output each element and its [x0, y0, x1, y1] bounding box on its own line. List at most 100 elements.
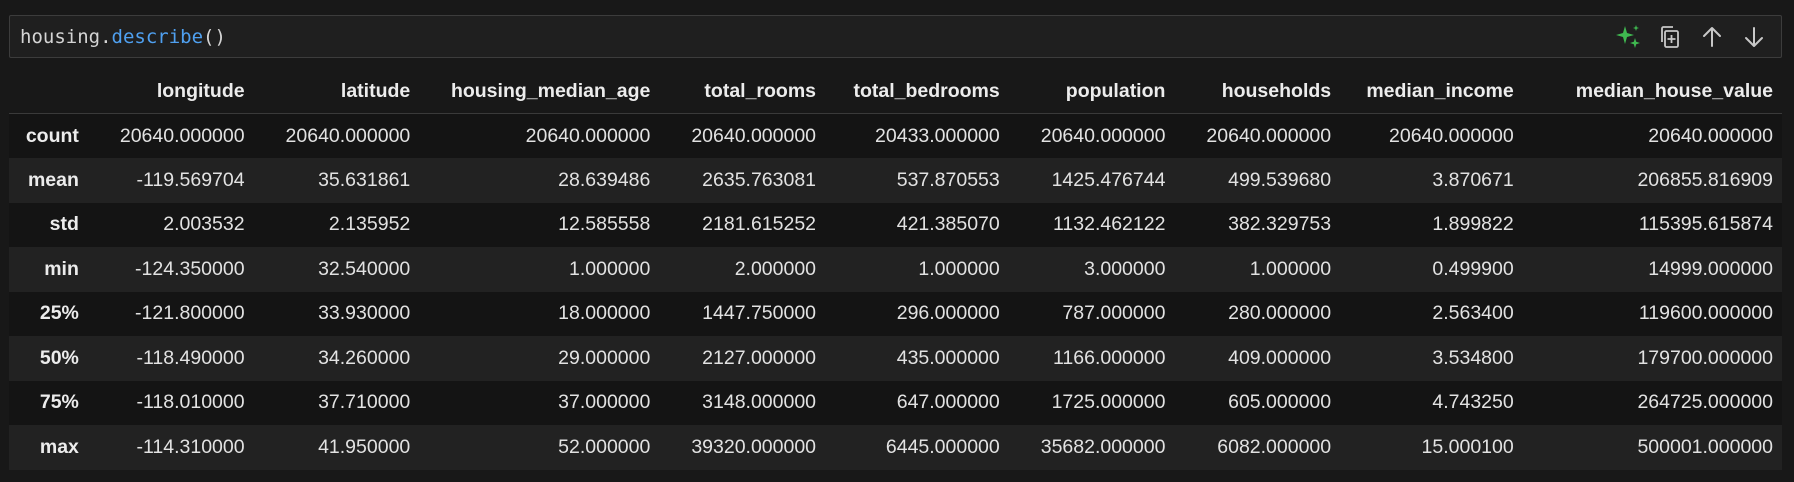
table-row: 25% -121.800000 33.930000 18.000000 1447…	[9, 291, 1782, 336]
row-label: mean	[27, 168, 79, 191]
table-cell: 1.000000	[918, 257, 1000, 280]
table-cell: 32.540000	[318, 257, 411, 280]
table-cell: 37.000000	[558, 391, 651, 414]
table-row: mean -119.569704 35.631861 28.639486 263…	[9, 158, 1782, 203]
code-editor[interactable]: housing.describe()	[20, 25, 226, 49]
table-cell: 34.260000	[318, 346, 411, 369]
table-cell: 2.135952	[328, 213, 411, 236]
table-cell: -119.569704	[136, 168, 245, 191]
table-cell: 35682.000000	[1040, 435, 1166, 458]
code-cell-input[interactable]: housing.describe()	[9, 15, 1782, 58]
table-cell: 280.000000	[1228, 302, 1332, 325]
table-cell: 605.000000	[1228, 391, 1332, 414]
table-cell: 20433.000000	[875, 124, 1000, 147]
table-cell: 409.000000	[1228, 346, 1332, 369]
table-cell: 20640.000000	[285, 124, 411, 147]
table-cell: 1425.476744	[1051, 168, 1166, 191]
table-cell: 3.870671	[1432, 168, 1514, 191]
table-cell: 52.000000	[558, 435, 651, 458]
table-cell: 2.000000	[734, 257, 817, 280]
table-cell: 1725.000000	[1051, 391, 1166, 414]
table-row: 50% -118.490000 34.260000 29.000000 2127…	[9, 336, 1782, 381]
table-cell: 1.000000	[569, 257, 651, 280]
sparkle-icon	[1616, 25, 1640, 48]
table-cell: 421.385070	[896, 213, 1000, 236]
table-cell: 499.539680	[1228, 168, 1332, 191]
table-cell: 435.000000	[896, 346, 1000, 369]
column-header: total_bedrooms	[825, 69, 1009, 114]
table-cell: 15.000100	[1421, 435, 1514, 458]
row-label: 75%	[39, 391, 79, 414]
table-cell: 3.000000	[1084, 257, 1166, 280]
table-cell: 29.000000	[558, 346, 651, 369]
table-cell: 206855.816909	[1637, 168, 1773, 191]
table-cell: 20640.000000	[691, 124, 817, 147]
column-header: median_house_value	[1522, 69, 1782, 114]
table-cell: 179700.000000	[1637, 346, 1773, 369]
table-cell: 264725.000000	[1637, 391, 1773, 414]
cell-output: longitude latitude housing_median_age to…	[9, 69, 1782, 470]
copy-cell-button[interactable]	[1655, 22, 1685, 52]
table-cell: -121.800000	[135, 302, 245, 325]
table-cell: 296.000000	[896, 302, 1000, 325]
table-cell: 1.899822	[1432, 213, 1514, 236]
table-cell: 1447.750000	[702, 302, 817, 325]
header-row: longitude latitude housing_median_age to…	[9, 69, 1782, 114]
row-label: 50%	[39, 346, 79, 369]
table-cell: 20640.000000	[1040, 124, 1166, 147]
table-cell: 2.003532	[163, 213, 245, 236]
table-cell: 382.329753	[1228, 213, 1332, 236]
table-cell: 20640.000000	[1389, 124, 1514, 147]
table-cell: 6445.000000	[885, 435, 1000, 458]
table-cell: 20640.000000	[119, 124, 245, 147]
move-up-button[interactable]	[1697, 22, 1727, 52]
table-cell: 37.710000	[318, 391, 411, 414]
column-header: housing_median_age	[419, 69, 660, 114]
table-cell: 2181.615252	[702, 213, 817, 236]
table-cell: 39320.000000	[691, 435, 817, 458]
column-header: households	[1174, 69, 1341, 114]
copy-icon	[1661, 26, 1679, 48]
table-cell: -118.490000	[136, 346, 245, 369]
describe-table: longitude latitude housing_median_age to…	[9, 69, 1782, 470]
arrow-up-icon	[1703, 27, 1721, 47]
table-cell: 3148.000000	[702, 391, 817, 414]
column-header: population	[1008, 69, 1175, 114]
table-cell: 1.000000	[1249, 257, 1332, 280]
generate-button[interactable]	[1613, 22, 1643, 52]
table-cell: 647.000000	[896, 391, 1000, 414]
table-cell: 20640.000000	[1206, 124, 1332, 147]
table-cell: 20640.000000	[1648, 124, 1773, 147]
column-header: median_income	[1340, 69, 1523, 114]
code-object: housing.	[20, 26, 112, 48]
table-cell: 6082.000000	[1217, 435, 1332, 458]
table-cell: 0.499900	[1432, 257, 1514, 280]
table-cell: 1166.000000	[1053, 346, 1166, 369]
row-label: std	[49, 213, 79, 236]
row-label: 25%	[39, 302, 79, 325]
code-args: ()	[203, 26, 226, 48]
move-down-button[interactable]	[1739, 22, 1769, 52]
table-cell: 787.000000	[1062, 302, 1166, 325]
table-cell: 33.930000	[318, 302, 411, 325]
table-cell: 115395.615874	[1638, 213, 1773, 236]
row-label: max	[39, 435, 79, 458]
row-label: count	[25, 124, 79, 147]
table-cell: -118.010000	[136, 391, 245, 414]
code-method: describe	[111, 26, 204, 48]
table-cell: -124.350000	[135, 257, 245, 280]
table-cell: 28.639486	[558, 168, 651, 191]
table-cell: 1132.462122	[1053, 213, 1166, 236]
table-cell: 119600.000000	[1638, 302, 1773, 325]
column-header: latitude	[253, 69, 420, 114]
table-row: 75% -118.010000 37.710000 37.000000 3148…	[9, 380, 1782, 425]
table-cell: 12.585558	[558, 213, 651, 236]
cell-toolbar	[1613, 22, 1769, 52]
row-label: min	[44, 257, 79, 280]
table-cell: 500001.000000	[1637, 435, 1773, 458]
table-cell: 2635.763081	[702, 168, 817, 191]
table-row: count 20640.000000 20640.000000 20640.00…	[9, 113, 1782, 158]
table-cell: 35.631861	[318, 168, 411, 191]
arrow-down-icon	[1745, 27, 1763, 47]
table-cell: 20640.000000	[525, 124, 651, 147]
